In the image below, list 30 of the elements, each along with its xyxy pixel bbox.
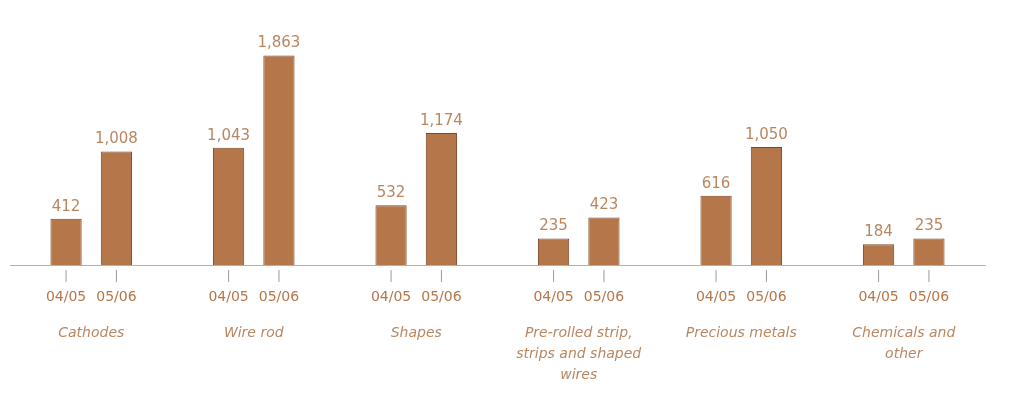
x-tick-label: Cathodes xyxy=(58,323,125,340)
x-tick-label: Chemicals and other xyxy=(852,323,956,361)
text: 04/05 xyxy=(370,287,412,304)
text: 04/05 xyxy=(858,287,899,304)
x-tick-label: Shapes xyxy=(390,323,442,340)
data-label: 616 xyxy=(701,173,731,192)
text: 05/06 xyxy=(908,287,950,304)
x-tick-label: Precious metals xyxy=(685,323,797,340)
data-label: 1,050 xyxy=(744,124,788,143)
text: 05/06 xyxy=(746,287,787,304)
x-tick-label: Pre-rolled strip, strips and shaped wires xyxy=(516,323,642,382)
data-label: 235 xyxy=(539,216,568,235)
data-label: 235 xyxy=(914,216,944,235)
data-label: 1,174 xyxy=(419,110,463,129)
data-label: 532 xyxy=(376,183,406,202)
text: 04/05 xyxy=(208,287,249,304)
data-label: 412 xyxy=(51,196,81,215)
data-label: 1,008 xyxy=(94,129,138,148)
text: 04/05 xyxy=(533,287,574,304)
data-label: 423 xyxy=(589,195,619,214)
text: 05/06 xyxy=(258,287,300,304)
data-label: 184 xyxy=(864,222,893,241)
text: 05/06 xyxy=(421,287,462,304)
data-label: 1,043 xyxy=(207,125,251,144)
x-tick-label: Wire rod xyxy=(223,323,284,340)
text: 05/06 xyxy=(583,287,625,304)
series-label: 05/06 xyxy=(96,287,137,304)
text: 04/05 xyxy=(695,287,737,304)
series-label: 04/05 xyxy=(45,287,87,304)
data-label: 1,863 xyxy=(257,33,301,52)
